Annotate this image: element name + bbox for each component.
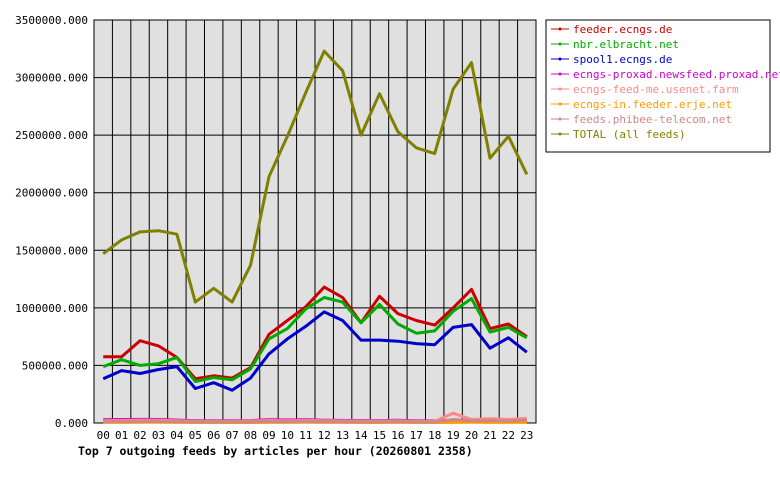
y-axis-ticks: 0.000 500000.000 1000000.000 1500000.000 200…: [15, 14, 88, 430]
y-tick-label: 2000000.000: [15, 187, 88, 200]
y-tick-label: 3500000.000: [15, 14, 88, 27]
x-axis-ticks: 00 01 02 03 04 05 06 07 08 09 10 11 12 13 14 15 16 17 18 19…: [97, 429, 534, 442]
series-line-3: [102, 310, 528, 392]
x-tick-label: 16: [391, 429, 404, 442]
x-tick-label: 05: [189, 429, 202, 442]
x-tick-label: 23: [520, 429, 533, 442]
x-tick-label: 07: [226, 429, 239, 442]
series-line-1: [103, 285, 528, 381]
legend-label: spool1.ecngs.de: [573, 53, 672, 66]
y-tick-label: 500000.000: [22, 359, 88, 372]
x-tick-label: 02: [133, 429, 146, 442]
legend-marker: [558, 132, 562, 136]
x-tick-label: 01: [115, 429, 128, 442]
x-tick-label: 08: [244, 429, 257, 442]
y-tick-label: 1500000.000: [15, 244, 88, 257]
legend-marker: [558, 57, 562, 61]
legend: feeder.ecngs.de nbr.elbracht.net spool1.ec…: [545, 19, 780, 153]
legend-marker: [558, 87, 562, 91]
x-tick-label: 15: [373, 429, 386, 442]
x-tick-label: 17: [410, 429, 423, 442]
legend-marker: [558, 72, 562, 76]
x-tick-label: 10: [281, 429, 294, 442]
y-tick-label: 3000000.000: [15, 72, 88, 85]
series-line-2: [102, 296, 528, 383]
x-tick-label: 22: [502, 429, 515, 442]
legend-label: nbr.elbracht.net: [573, 38, 679, 51]
legend-label: feeder.ecngs.de: [573, 23, 672, 36]
legend-box: [545, 19, 771, 153]
series-lines: [102, 49, 529, 424]
x-tick-label: 19: [447, 429, 460, 442]
x-tick-label: 14: [354, 429, 368, 442]
x-tick-label: 11: [299, 429, 312, 442]
series-line-7: [103, 418, 527, 424]
x-tick-label: 21: [483, 429, 496, 442]
y-tick-label: 2500000.000: [15, 129, 88, 142]
chart-title: Top 7 outgoing feeds by articles per hou…: [78, 444, 473, 458]
legend-label: ecngs-in.feeder.erje.net: [573, 98, 732, 111]
x-tick-label: 12: [318, 429, 331, 442]
x-tick-label: 03: [152, 429, 165, 442]
x-tick-label: 09: [262, 429, 275, 442]
legend-marker: [558, 42, 562, 46]
x-tick-label: 06: [207, 429, 220, 442]
legend-marker: [558, 102, 562, 106]
legend-label: ecngs-feed-me.usenet.farm: [573, 83, 739, 96]
legend-marker: [558, 117, 562, 121]
legend-marker: [558, 27, 562, 31]
legend-label: feeds.phibee-telecom.net: [573, 113, 732, 126]
series-line-8: [102, 49, 529, 304]
legend-label: ecngs-proxad.newsfeed.proxad.net: [573, 68, 780, 81]
legend-label: TOTAL (all feeds): [573, 128, 686, 141]
y-tick-label: 0.000: [55, 417, 88, 430]
x-tick-label: 18: [428, 429, 441, 442]
x-tick-label: 00: [97, 429, 110, 442]
x-tick-label: 20: [465, 429, 478, 442]
y-tick-label: 1000000.000: [15, 302, 88, 315]
x-tick-label: 04: [170, 429, 184, 442]
x-tick-label: 13: [336, 429, 349, 442]
